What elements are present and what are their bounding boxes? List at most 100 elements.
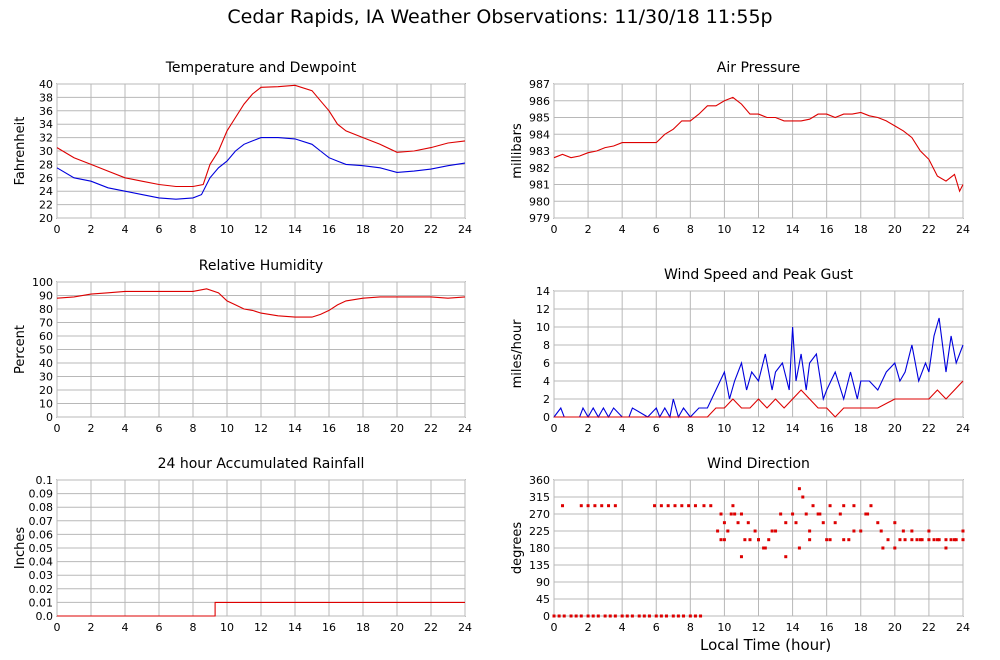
x-tick-label: 4 <box>122 621 129 634</box>
data-point <box>603 614 607 618</box>
data-point <box>774 529 778 533</box>
data-point <box>620 614 624 618</box>
y-tick-label: 0.08 <box>29 501 54 514</box>
x-tick-label: 18 <box>356 223 370 236</box>
data-point <box>833 521 837 525</box>
data-point <box>821 521 825 525</box>
y-axis-label: Inches <box>13 527 28 569</box>
data-point <box>791 512 795 516</box>
data-point <box>739 555 743 559</box>
data-point <box>659 614 663 618</box>
y-tick-label: 979 <box>529 212 550 225</box>
data-point <box>682 614 686 618</box>
page-title: Cedar Rapids, IA Weather Observations: 1… <box>227 6 773 28</box>
y-tick-label: 20 <box>39 384 53 397</box>
data-point <box>901 529 905 533</box>
data-point <box>816 512 820 516</box>
data-point <box>808 529 812 533</box>
data-point <box>659 504 663 508</box>
data-point <box>903 538 907 542</box>
x-tick-label: 6 <box>156 422 163 435</box>
y-tick-label: 0 <box>543 411 550 424</box>
x-tick-label: 2 <box>585 621 592 634</box>
data-point <box>852 529 856 533</box>
x-tick-label: 18 <box>854 223 868 236</box>
data-point <box>898 538 902 542</box>
x-tick-label: 18 <box>356 621 370 634</box>
data-point <box>961 529 965 533</box>
x-tick-label: 10 <box>717 621 731 634</box>
data-point <box>586 614 590 618</box>
x-tick-label: 20 <box>888 223 902 236</box>
data-point <box>779 512 783 516</box>
y-tick-label: 315 <box>529 491 550 504</box>
y-axis-label: miles/hour <box>510 319 525 388</box>
data-point <box>625 614 629 618</box>
x-tick-label: 10 <box>717 223 731 236</box>
data-point <box>918 538 922 542</box>
chart-humidity: Relative HumidityPercent0102030405060708… <box>13 258 472 435</box>
data-point <box>719 512 723 516</box>
x-tick-label: 0 <box>551 621 558 634</box>
x-tick-label: 2 <box>88 621 95 634</box>
data-point <box>702 504 706 508</box>
data-point <box>910 529 914 533</box>
data-point <box>722 521 726 525</box>
x-tick-label: 14 <box>288 621 302 634</box>
data-point <box>927 529 931 533</box>
x-tick-label: 12 <box>752 621 766 634</box>
chart-temp: Temperature and DewpointFahrenheit202224… <box>13 60 472 236</box>
x-tick-label: 24 <box>458 422 472 435</box>
x-tick-label: 24 <box>956 223 970 236</box>
y-tick-label: 70 <box>39 317 53 330</box>
data-point <box>596 614 600 618</box>
data-point <box>613 504 617 508</box>
x-tick-label: 10 <box>220 422 234 435</box>
data-point <box>607 504 611 508</box>
data-point <box>879 529 883 533</box>
x-tick-label: 8 <box>687 621 694 634</box>
x-tick-label: 8 <box>687 223 694 236</box>
data-point <box>937 538 941 542</box>
data-point <box>818 512 822 516</box>
y-tick-label: 10 <box>39 398 53 411</box>
x-tick-label: 6 <box>156 621 163 634</box>
y-tick-label: 32 <box>39 132 53 145</box>
data-point <box>593 504 597 508</box>
y-tick-label: 40 <box>39 357 53 370</box>
y-tick-label: 28 <box>39 158 53 171</box>
x-tick-label: 12 <box>254 621 268 634</box>
data-point <box>680 504 684 508</box>
data-point <box>869 504 873 508</box>
x-tick-label: 24 <box>956 621 970 634</box>
data-point <box>808 538 812 542</box>
y-tick-label: 40 <box>39 78 53 91</box>
series-line-0 <box>553 96 964 193</box>
x-tick-label: 18 <box>854 621 868 634</box>
data-point <box>748 538 752 542</box>
data-point <box>726 529 730 533</box>
data-point <box>784 521 788 525</box>
x-tick-label: 4 <box>619 621 626 634</box>
data-point <box>797 487 801 491</box>
data-point <box>709 504 713 508</box>
data-point <box>852 504 856 508</box>
data-point <box>842 504 846 508</box>
x-tick-label: 2 <box>88 422 95 435</box>
data-point <box>608 614 612 618</box>
data-point <box>729 512 733 516</box>
data-point <box>733 512 737 516</box>
y-axis-label: millibars <box>510 123 525 179</box>
y-tick-label: 4 <box>543 375 550 388</box>
chart-title: Wind Direction <box>707 456 810 472</box>
data-point <box>557 614 561 618</box>
data-point <box>613 614 617 618</box>
data-point <box>687 504 691 508</box>
data-point <box>673 504 677 508</box>
x-tick-label: 16 <box>322 621 336 634</box>
chart-title: Relative Humidity <box>199 258 323 274</box>
series-line-0 <box>56 84 466 188</box>
x-tick-label: 24 <box>458 621 472 634</box>
y-tick-label: 0 <box>543 610 550 623</box>
